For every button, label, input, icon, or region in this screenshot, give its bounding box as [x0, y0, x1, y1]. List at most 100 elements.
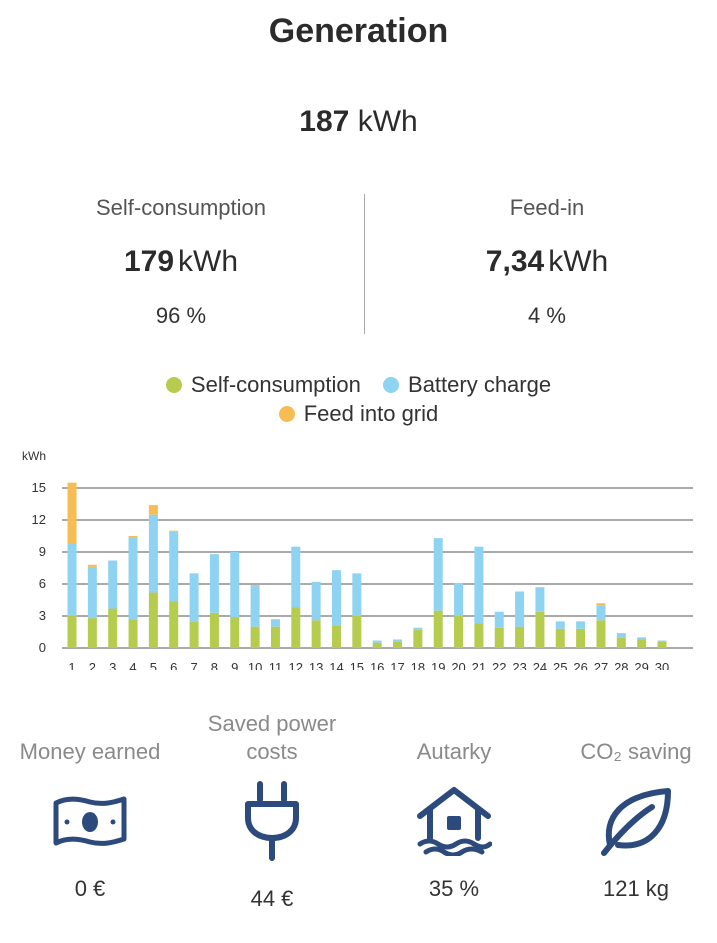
kpi-row: Money earned 0 € Saved power costs 44 € …	[0, 710, 717, 943]
feed-in-percent: 4 %	[528, 303, 566, 328]
bar-battery-charge-10	[250, 586, 260, 627]
bar-self-consumption-7	[189, 621, 199, 648]
x-tick-label: 28	[614, 660, 628, 670]
feed-in-number: 7,34	[485, 245, 545, 278]
bar-feed-into-grid-5	[148, 505, 158, 515]
bar-self-consumption-3	[108, 608, 118, 648]
bar-self-consumption-1	[67, 616, 77, 648]
bar-battery-charge-27	[596, 605, 606, 621]
x-tick-label: 10	[248, 660, 262, 670]
bar-battery-charge-23	[515, 591, 525, 627]
legend-self-consumption[interactable]: Self-consumption	[165, 370, 361, 399]
bar-battery-charge-17	[393, 639, 403, 642]
kpi-co2-saving[interactable]: CO₂ saving 121 kg	[546, 710, 717, 902]
bar-battery-charge-22	[494, 611, 504, 628]
bar-self-consumption-4	[128, 619, 138, 648]
legend-dot-feed-into-grid	[278, 406, 295, 422]
x-tick-label: 1	[68, 660, 75, 670]
bar-self-consumption-2	[87, 618, 97, 648]
feed-in-label: Feed-in	[509, 195, 585, 220]
bar-self-consumption-19	[433, 610, 443, 648]
x-tick-label: 2	[89, 660, 96, 670]
bar-battery-charge-15	[352, 573, 362, 616]
bar-battery-charge-29	[637, 637, 647, 640]
x-tick-label: 29	[634, 660, 648, 670]
x-tick-label: 27	[594, 660, 608, 670]
bar-battery-charge-9	[230, 552, 240, 618]
kpi-label-co2-saving: CO₂ saving	[580, 739, 692, 764]
bar-self-consumption-18	[413, 629, 423, 648]
bar-battery-charge-25	[555, 621, 565, 629]
bar-feed-into-grid-6	[169, 530, 179, 532]
bar-feed-into-grid-2	[87, 564, 97, 567]
legend-battery-charge[interactable]: Battery charge	[383, 370, 551, 399]
x-tick-label: 5	[150, 660, 157, 670]
bar-battery-charge-28	[616, 633, 626, 638]
self-consumption-percent: 96 %	[155, 303, 207, 328]
y-tick-label: 9	[39, 544, 46, 559]
kpi-value-saved-power-costs: 44 €	[250, 886, 294, 911]
bar-self-consumption-16	[372, 642, 382, 648]
bar-self-consumption-17	[393, 641, 403, 648]
bar-battery-charge-24	[535, 587, 545, 612]
y-tick-label: 6	[39, 576, 46, 591]
y-tick-label: 15	[32, 480, 46, 495]
bar-battery-charge-16	[372, 640, 382, 643]
bar-battery-charge-20	[454, 582, 464, 616]
x-tick-label: 3	[109, 660, 116, 670]
y-tick-label: 0	[39, 640, 46, 655]
house-water-icon	[417, 787, 492, 856]
bar-battery-charge-6	[169, 531, 179, 602]
bar-self-consumption-23	[515, 626, 525, 648]
bar-feed-into-grid-10	[250, 585, 260, 587]
x-tick-label: 20	[451, 660, 465, 670]
bar-self-consumption-27	[596, 620, 606, 648]
kpi-autarky[interactable]: Autarky 35 %	[364, 710, 544, 902]
bar-battery-charge-14	[331, 570, 341, 626]
x-tick-label: 25	[553, 660, 567, 670]
bar-battery-charge-8	[209, 554, 219, 613]
bar-battery-charge-21	[474, 546, 484, 624]
x-tick-label: 15	[350, 660, 364, 670]
x-tick-label: 7	[190, 660, 197, 670]
bar-self-consumption-11	[270, 626, 280, 648]
bar-self-consumption-20	[454, 616, 464, 648]
x-tick-label: 17	[390, 660, 404, 670]
x-tick-label: 16	[370, 660, 384, 670]
bar-self-consumption-22	[494, 627, 504, 648]
bar-battery-charge-26	[576, 621, 586, 629]
kpi-money-earned[interactable]: Money earned 0 €	[0, 710, 180, 902]
x-tick-label: 9	[231, 660, 238, 670]
y-tick-label: 3	[39, 608, 46, 623]
kpi-saved-power-costs[interactable]: Saved power costs 44 €	[182, 710, 362, 912]
self-consumption-number: 179	[123, 245, 175, 278]
bar-battery-charge-7	[189, 573, 199, 622]
bar-battery-charge-19	[433, 538, 443, 611]
bar-self-consumption-28	[616, 637, 626, 648]
bar-self-consumption-8	[209, 612, 219, 648]
x-tick-label: 6	[170, 660, 177, 670]
x-tick-label: 8	[211, 660, 218, 670]
bar-battery-charge-4	[128, 537, 138, 620]
bar-self-consumption-30	[657, 641, 667, 648]
bar-self-consumption-12	[291, 607, 301, 648]
bar-battery-charge-2	[87, 566, 97, 619]
bar-self-consumption-21	[474, 623, 484, 648]
bar-self-consumption-9	[230, 617, 240, 648]
legend-dot-self-consumption	[165, 377, 182, 393]
self-consumption-summary: Self-consumption 179 kWh 96 %	[16, 195, 346, 329]
bar-battery-charge-13	[311, 581, 321, 621]
chart-legend: Self-consumption Battery charge Feed int…	[0, 370, 717, 428]
bar-battery-charge-18	[413, 627, 423, 630]
x-tick-label: 11	[269, 660, 283, 670]
x-tick-label: 30	[655, 660, 669, 670]
y-tick-label: 12	[32, 512, 46, 527]
legend-dot-battery-charge	[383, 377, 400, 393]
legend-feed-into-grid[interactable]: Feed into grid	[278, 399, 438, 428]
kpi-label-money-earned: Money earned	[19, 739, 161, 764]
x-tick-label: 12	[289, 660, 303, 670]
x-tick-label: 21	[472, 660, 486, 670]
total-generation: 187 kWh	[0, 105, 717, 139]
feed-in-unit: kWh	[548, 245, 609, 278]
